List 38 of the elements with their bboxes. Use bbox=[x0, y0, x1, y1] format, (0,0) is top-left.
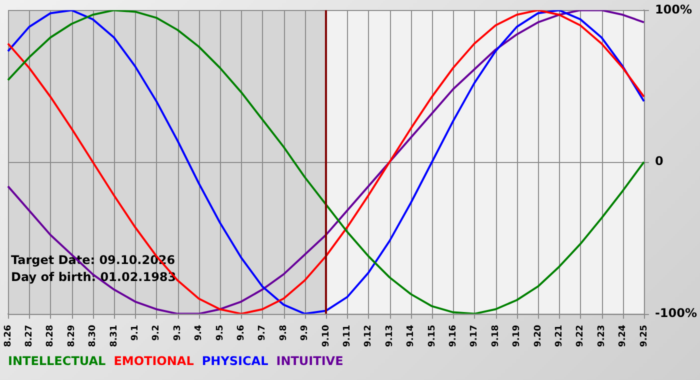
text: EMOTIONAL bbox=[114, 354, 194, 368]
text: INTUITIVE bbox=[276, 354, 344, 368]
x-tick-label: 9.14 bbox=[406, 324, 416, 348]
x-tick-label: 9.18 bbox=[490, 324, 501, 348]
y-tick-label: 100% bbox=[654, 2, 692, 16]
y-tick-label: 0 bbox=[654, 154, 664, 168]
x-tick-label: 9.2 bbox=[152, 324, 162, 341]
x-tick-label: 9.1 bbox=[130, 324, 141, 341]
y-tick-label: -100% bbox=[654, 306, 698, 320]
text: INTELLECTUAL bbox=[8, 354, 106, 368]
x-tick-label: 8.30 bbox=[88, 324, 98, 348]
x-tick-label: 9.24 bbox=[618, 324, 628, 348]
x-tick-label: 8.31 bbox=[109, 324, 120, 348]
x-tick-label: 9.7 bbox=[258, 324, 268, 341]
x-tick-label: 8.28 bbox=[46, 324, 56, 348]
x-tick-label: 9.3 bbox=[172, 324, 183, 341]
x-tick-label: 9.20 bbox=[533, 324, 544, 348]
x-tick-label: 9.4 bbox=[194, 324, 204, 341]
x-tick-label: 8.26 bbox=[3, 324, 14, 348]
x-tick-label: 9.23 bbox=[596, 324, 607, 348]
x-tick-label: 9.17 bbox=[470, 324, 480, 348]
x-tick-label: 9.25 bbox=[639, 324, 650, 348]
x-tick-label: 9.8 bbox=[278, 324, 289, 341]
x-tick-label: 9.5 bbox=[215, 324, 226, 341]
x-tick-label: 9.19 bbox=[512, 324, 522, 348]
x-tick-label: 9.22 bbox=[576, 324, 586, 348]
x-tick-label: 9.15 bbox=[427, 324, 438, 348]
x-tick-label: 8.27 bbox=[24, 324, 35, 348]
x-tick-label: 9.9 bbox=[300, 324, 310, 341]
text: PHYSICAL bbox=[202, 354, 268, 368]
x-tick-label: 9.10 bbox=[321, 324, 332, 348]
x-tick-label: 9.12 bbox=[364, 324, 374, 348]
x-tick-label: 9.21 bbox=[554, 324, 564, 348]
x-tick-label: 9.13 bbox=[384, 324, 395, 348]
x-tick-label: 9.6 bbox=[236, 324, 247, 341]
x-tick-label: 8.29 bbox=[66, 324, 77, 348]
x-tick-label: 9.11 bbox=[342, 324, 353, 348]
x-tick-label: 9.16 bbox=[448, 324, 459, 348]
